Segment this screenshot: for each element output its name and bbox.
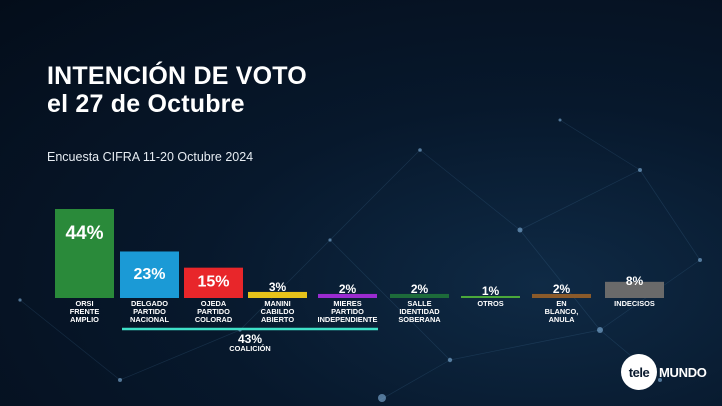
bar-2: [184, 267, 243, 298]
bar-4: [318, 293, 377, 298]
category-label-4-2: INDEPENDIENTE: [318, 315, 378, 324]
coalition-label: COALICIÓN: [229, 344, 270, 353]
value-label-0: 44%: [65, 223, 103, 244]
category-label-8-0: INDECISOS: [614, 299, 655, 308]
category-label-3-0: MANINI: [264, 299, 290, 308]
bar-0: [55, 209, 114, 298]
category-label-5-1: IDENTIDAD: [399, 307, 440, 316]
logo-text: MUNDO: [659, 364, 707, 380]
category-label-2-1: PARTIDO: [197, 307, 230, 316]
category-label-5-0: SALLE: [407, 299, 431, 308]
category-label-0-2: AMPLIO: [70, 315, 99, 324]
value-label-7: 2%: [553, 282, 571, 296]
title-line-2: el 27 de Octubre: [47, 90, 245, 118]
category-label-0-1: FRENTE: [70, 307, 100, 316]
category-label-1-1: PARTIDO: [133, 307, 166, 316]
bar-8: [605, 281, 664, 298]
value-label-8: 8%: [626, 274, 644, 288]
category-label-7-1: BLANCO,: [545, 307, 579, 316]
value-label-1: 23%: [133, 266, 165, 283]
bar-5: [390, 293, 449, 298]
category-label-3-1: CABILDO: [261, 307, 295, 316]
bar-7: [532, 293, 591, 298]
category-label-3-2: ABIERTO: [261, 315, 294, 324]
logo-circle: tele: [621, 354, 657, 390]
value-label-6: 1%: [482, 284, 500, 298]
category-label-2-0: OJEDA: [201, 299, 227, 308]
category-label-1-2: NACIONAL: [130, 315, 169, 324]
category-label-7-0: EN: [556, 299, 566, 308]
value-label-4: 2%: [339, 282, 357, 296]
page-title: INTENCIÓN DE VOTO el 27 de Octubre: [47, 62, 307, 118]
coalition-value-label: 43%: [238, 332, 262, 346]
value-label-3: 3%: [269, 280, 287, 294]
category-label-1-0: DELGADO: [131, 299, 168, 308]
telemundo-logo: tele MUNDO: [621, 354, 707, 390]
value-label-5: 2%: [411, 282, 429, 296]
survey-subtitle: Encuesta CIFRA 11-20 Octubre 2024: [47, 150, 254, 164]
category-label-5-2: SOBERANA: [398, 315, 441, 324]
category-label-4-1: PARTIDO: [331, 307, 364, 316]
bar-6: [461, 295, 520, 298]
category-label-0-0: ORSI: [75, 299, 93, 308]
bar-1: [120, 251, 179, 298]
bar-3: [248, 291, 307, 298]
category-label-7-2: ANULA: [549, 315, 576, 324]
category-label-4-0: MIERES: [333, 299, 361, 308]
category-label-2-2: COLORAD: [195, 315, 233, 324]
value-label-2: 15%: [197, 273, 229, 290]
category-label-6-0: OTROS: [477, 299, 503, 308]
title-line-1: INTENCIÓN DE VOTO: [47, 62, 307, 90]
